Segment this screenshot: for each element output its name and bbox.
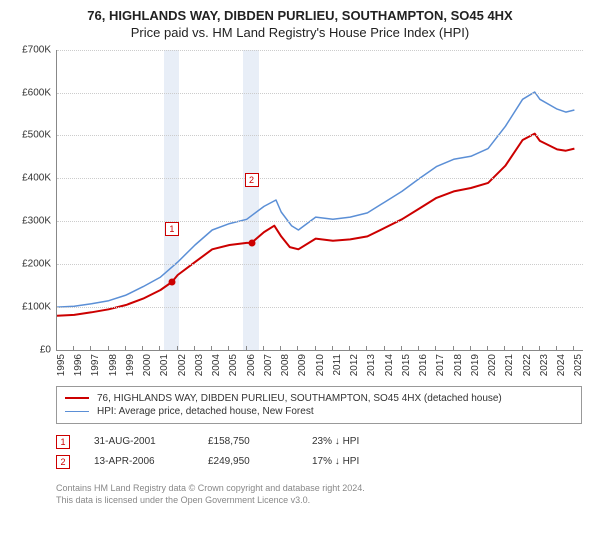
y-tick-label: £100K — [7, 301, 51, 312]
x-tick-mark — [315, 346, 316, 350]
legend-row: HPI: Average price, detached house, New … — [65, 405, 573, 418]
y-tick-label: £200K — [7, 259, 51, 270]
sale-marker-icon: 1 — [56, 435, 70, 449]
x-tick-mark — [142, 346, 143, 350]
x-tick-mark — [349, 346, 350, 350]
series-line-hpi — [57, 92, 574, 307]
x-tick-mark — [90, 346, 91, 350]
legend-box: 76, HIGHLANDS WAY, DIBDEN PURLIEU, SOUTH… — [56, 386, 582, 424]
title-subtitle: Price paid vs. HM Land Registry's House … — [10, 25, 590, 42]
table-row: 1 31-AUG-2001 £158,750 23% ↓ HPI — [56, 432, 582, 452]
x-tick-mark — [504, 346, 505, 350]
x-tick-mark — [297, 346, 298, 350]
x-tick-mark — [177, 346, 178, 350]
x-tick-mark — [435, 346, 436, 350]
legend-label-hpi: HPI: Average price, detached house, New … — [97, 406, 314, 417]
x-tick-mark — [159, 346, 160, 350]
x-tick-mark — [573, 346, 574, 350]
grid-line — [57, 178, 583, 179]
x-tick-label: 2025 — [573, 354, 597, 376]
x-tick-mark — [401, 346, 402, 350]
sale-marker-icon: 2 — [56, 455, 70, 469]
x-tick-mark — [453, 346, 454, 350]
x-tick-mark — [522, 346, 523, 350]
x-tick-mark — [280, 346, 281, 350]
sale-dot — [168, 278, 175, 285]
grid-line — [57, 264, 583, 265]
chart-lines-svg — [57, 50, 583, 350]
x-tick-mark — [418, 346, 419, 350]
sale-price: £158,750 — [208, 436, 288, 447]
footer-line: Contains HM Land Registry data © Crown c… — [56, 482, 582, 495]
x-tick-mark — [470, 346, 471, 350]
x-tick-mark — [556, 346, 557, 350]
series-line-price_paid — [57, 133, 574, 315]
sale-marker-box: 2 — [245, 173, 259, 187]
x-tick-mark — [211, 346, 212, 350]
title-address: 76, HIGHLANDS WAY, DIBDEN PURLIEU, SOUTH… — [10, 8, 590, 25]
x-tick-mark — [332, 346, 333, 350]
legend-swatch-price — [65, 397, 89, 399]
legend-row: 76, HIGHLANDS WAY, DIBDEN PURLIEU, SOUTH… — [65, 392, 573, 405]
chart-title-block: 76, HIGHLANDS WAY, DIBDEN PURLIEU, SOUTH… — [0, 0, 600, 46]
sale-date: 31-AUG-2001 — [94, 436, 184, 447]
y-tick-label: £0 — [7, 344, 51, 355]
footer-line: This data is licensed under the Open Gov… — [56, 494, 582, 507]
sale-marker-box: 1 — [165, 222, 179, 236]
sales-table: 1 31-AUG-2001 £158,750 23% ↓ HPI 2 13-AP… — [56, 432, 582, 472]
x-tick-mark — [246, 346, 247, 350]
x-tick-mark — [56, 346, 57, 350]
x-tick-mark — [539, 346, 540, 350]
y-tick-label: £700K — [7, 44, 51, 55]
sale-price: £249,950 — [208, 456, 288, 467]
x-axis-ticks: 1995199619971998199920002001200220032004… — [56, 350, 582, 378]
x-tick-mark — [125, 346, 126, 350]
y-tick-label: £300K — [7, 216, 51, 227]
x-tick-mark — [487, 346, 488, 350]
sale-delta: 17% ↓ HPI — [312, 456, 402, 467]
grid-line — [57, 50, 583, 51]
table-row: 2 13-APR-2006 £249,950 17% ↓ HPI — [56, 452, 582, 472]
y-tick-label: £600K — [7, 87, 51, 98]
chart-area: £0£100K£200K£300K£400K£500K£600K£700K12 … — [56, 50, 582, 378]
x-tick-mark — [108, 346, 109, 350]
grid-line — [57, 307, 583, 308]
grid-line — [57, 221, 583, 222]
x-tick-mark — [366, 346, 367, 350]
grid-line — [57, 93, 583, 94]
sale-dot — [248, 239, 255, 246]
legend-swatch-hpi — [65, 411, 89, 412]
x-tick-mark — [384, 346, 385, 350]
sale-date: 13-APR-2006 — [94, 456, 184, 467]
y-tick-label: £400K — [7, 173, 51, 184]
x-tick-mark — [194, 346, 195, 350]
x-tick-mark — [73, 346, 74, 350]
y-tick-label: £500K — [7, 130, 51, 141]
sale-delta: 23% ↓ HPI — [312, 436, 402, 447]
x-tick-mark — [228, 346, 229, 350]
footer-attribution: Contains HM Land Registry data © Crown c… — [56, 482, 582, 507]
x-tick-mark — [263, 346, 264, 350]
plot-region: £0£100K£200K£300K£400K£500K£600K£700K12 — [56, 50, 583, 351]
legend-label-price: 76, HIGHLANDS WAY, DIBDEN PURLIEU, SOUTH… — [97, 393, 502, 404]
grid-line — [57, 135, 583, 136]
